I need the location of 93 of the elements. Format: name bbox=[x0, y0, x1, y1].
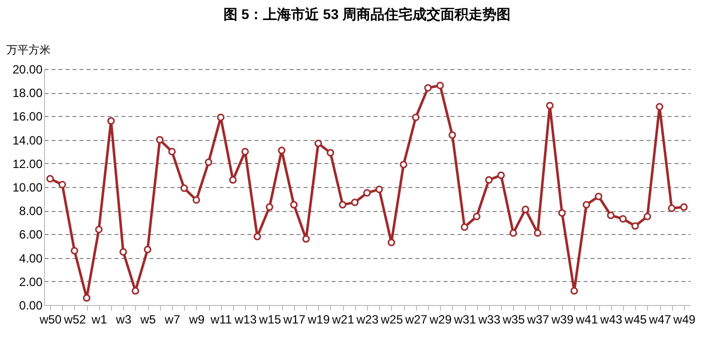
point bbox=[144, 246, 152, 254]
point bbox=[546, 102, 554, 110]
point bbox=[582, 200, 590, 208]
y-tick-label: 16.00 bbox=[12, 110, 43, 124]
point bbox=[156, 136, 164, 144]
point bbox=[290, 200, 298, 208]
point bbox=[656, 103, 664, 111]
y-tick-label: 8.00 bbox=[19, 204, 43, 218]
point bbox=[58, 180, 66, 188]
point bbox=[168, 148, 176, 156]
point bbox=[314, 140, 322, 148]
point bbox=[412, 114, 420, 122]
x-tick-label: w21 bbox=[331, 312, 354, 326]
point bbox=[132, 287, 140, 295]
x-tick-label: w31 bbox=[453, 312, 476, 326]
point bbox=[594, 192, 602, 200]
point bbox=[388, 238, 396, 246]
chart-title: 图 5：上海市近 53 周商品住宅成交面积走势图 bbox=[223, 6, 511, 22]
x-tick-label: w52 bbox=[62, 312, 86, 326]
x-tick-label: w33 bbox=[477, 312, 501, 326]
point bbox=[644, 212, 652, 220]
point bbox=[326, 149, 334, 157]
point bbox=[485, 176, 493, 184]
x-tick-label: w39 bbox=[550, 312, 574, 326]
x-tick-label: w9 bbox=[188, 312, 205, 326]
y-tick-label: 12.00 bbox=[12, 156, 43, 171]
y-tick-label: 20.00 bbox=[12, 62, 43, 76]
point bbox=[351, 198, 359, 206]
point bbox=[436, 82, 444, 90]
x-tick-label: w49 bbox=[672, 312, 696, 326]
x-tick-label: w29 bbox=[428, 312, 452, 326]
point bbox=[522, 206, 530, 214]
x-tick-label: w37 bbox=[526, 312, 550, 326]
point bbox=[424, 84, 432, 92]
point bbox=[302, 235, 310, 243]
point bbox=[375, 186, 383, 194]
x-tick-label: w50 bbox=[38, 312, 62, 326]
x-tick-label: w3 bbox=[115, 312, 132, 326]
y-axis-title: 万平方米 bbox=[6, 44, 50, 56]
x-tick-label: w5 bbox=[139, 312, 156, 326]
point bbox=[400, 160, 408, 168]
point bbox=[668, 204, 676, 212]
point bbox=[192, 196, 200, 204]
x-tick-label: w13 bbox=[234, 312, 257, 326]
point bbox=[570, 287, 578, 295]
point bbox=[254, 232, 262, 240]
point bbox=[46, 174, 54, 182]
x-tick-label: w45 bbox=[624, 312, 647, 326]
x-tick-label: w23 bbox=[355, 312, 379, 326]
x-tick-label: w11 bbox=[210, 312, 232, 326]
point bbox=[338, 200, 346, 208]
point bbox=[619, 215, 627, 223]
point bbox=[216, 114, 224, 122]
point bbox=[607, 212, 615, 220]
point bbox=[95, 226, 103, 234]
x-tick-label: w35 bbox=[502, 312, 526, 326]
point bbox=[278, 146, 286, 154]
y-tick-label: 2.00 bbox=[19, 274, 43, 289]
point bbox=[558, 209, 566, 217]
point bbox=[180, 184, 188, 192]
point bbox=[631, 222, 639, 230]
y-tick-label: 18.00 bbox=[12, 86, 43, 100]
point bbox=[448, 131, 456, 139]
x-tick-label: w19 bbox=[306, 312, 330, 326]
point bbox=[82, 294, 90, 302]
point bbox=[363, 189, 371, 197]
point bbox=[266, 203, 274, 211]
point bbox=[70, 246, 78, 254]
point bbox=[119, 248, 127, 256]
x-tick-label: w17 bbox=[282, 312, 306, 326]
point bbox=[107, 117, 115, 125]
point bbox=[472, 212, 480, 220]
y-tick-label: 4.00 bbox=[19, 251, 43, 266]
x-tick-label: w25 bbox=[380, 312, 404, 326]
point bbox=[204, 158, 212, 166]
point bbox=[229, 176, 237, 184]
point bbox=[241, 148, 249, 156]
x-tick-label: w7 bbox=[164, 312, 180, 326]
x-tick-label: w1 bbox=[90, 312, 108, 326]
y-tick-label: 10.00 bbox=[12, 180, 43, 194]
y-tick-label: 6.00 bbox=[19, 228, 43, 242]
point bbox=[460, 223, 468, 231]
x-tick-label: w15 bbox=[258, 312, 282, 326]
point bbox=[497, 171, 505, 179]
point bbox=[510, 229, 518, 237]
x-tick-label: w27 bbox=[404, 312, 428, 326]
y-tick-label: 0.00 bbox=[19, 298, 43, 312]
point bbox=[534, 229, 542, 237]
x-tick-label: w41 bbox=[574, 312, 598, 326]
y-tick-label: 14.00 bbox=[12, 133, 43, 148]
x-tick-label: w47 bbox=[648, 312, 672, 326]
point bbox=[680, 203, 688, 211]
x-tick-label: w43 bbox=[599, 312, 623, 326]
